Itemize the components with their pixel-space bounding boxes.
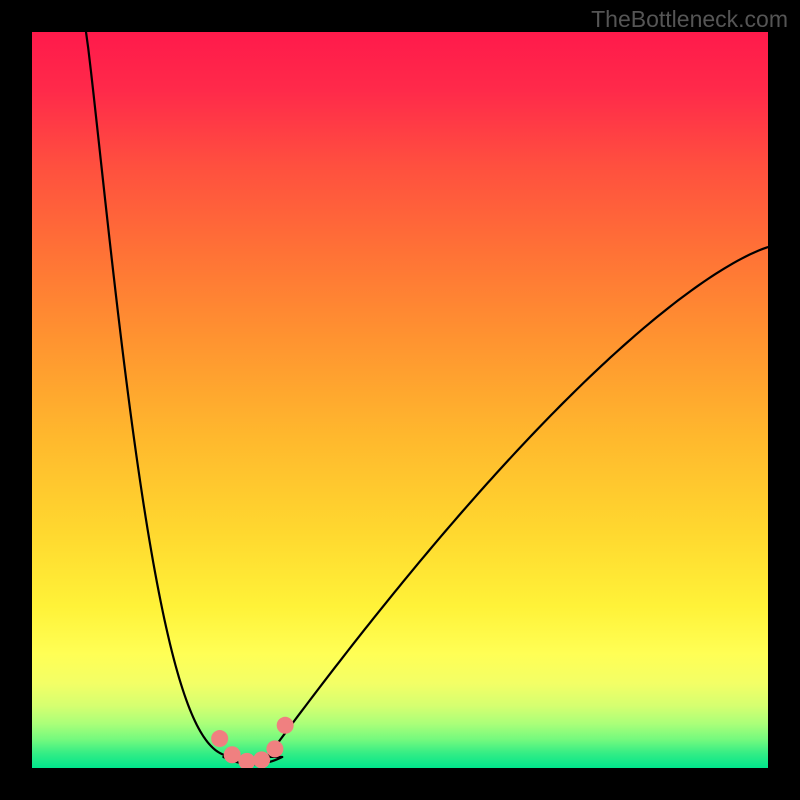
valley-marker [224,746,241,763]
watermark-text: TheBottleneck.com [591,6,788,33]
valley-marker [253,751,270,768]
valley-marker [277,717,294,734]
valley-marker [211,730,228,747]
outer-frame [0,0,800,800]
bottleneck-plot [32,32,768,768]
valley-marker [266,740,283,757]
gradient-background [32,32,768,768]
